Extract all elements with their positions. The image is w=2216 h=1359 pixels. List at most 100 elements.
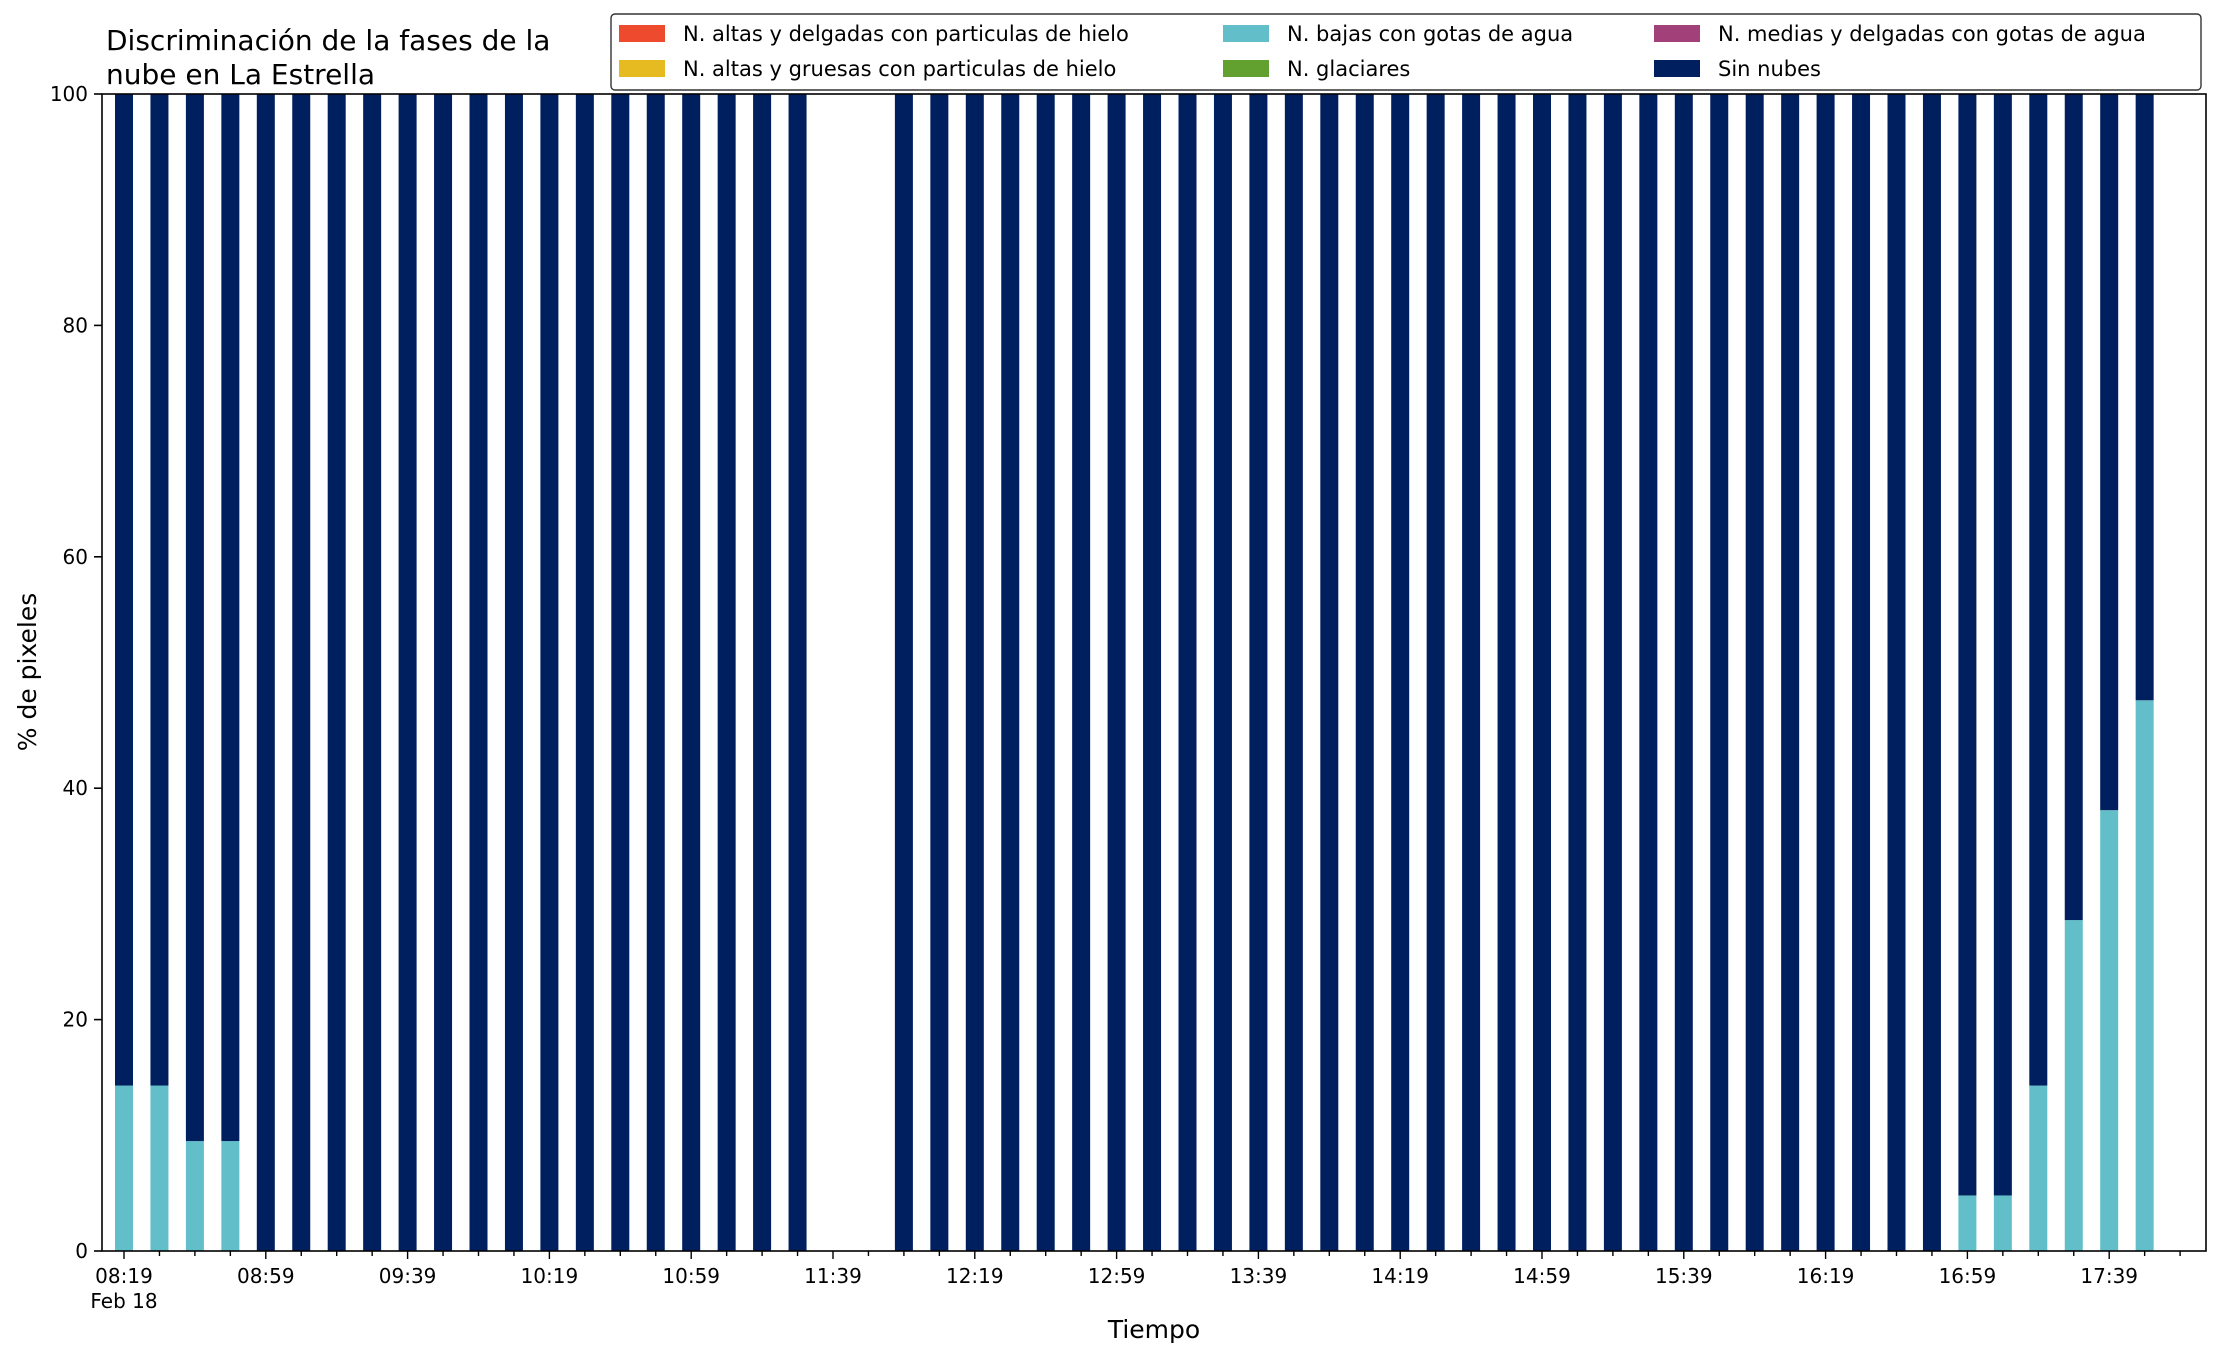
bar-sin-nubes [1922, 94, 1941, 1251]
bar-sin-nubes [1533, 94, 1551, 1251]
bar-sin-nubes [1178, 94, 1197, 1251]
bar-sin-nubes [363, 94, 382, 1251]
bar-sin-nubes [1355, 94, 1374, 1251]
bar-n-bajas-con-gotas-de-agua [2135, 700, 2154, 1251]
legend: N. altas y delgadas con particulas de hi… [610, 13, 2202, 91]
x-tick-label: 12:59 [1088, 1264, 1146, 1288]
bar-n-bajas-con-gotas-de-agua [185, 1141, 204, 1251]
plot-frame [101, 93, 2207, 1252]
bar-sin-nubes [1143, 94, 1162, 1251]
bar-sin-nubes [1568, 94, 1587, 1251]
bar-sin-nubes [2100, 94, 2119, 811]
bar-n-bajas-con-gotas-de-agua [2100, 810, 2119, 1251]
legend-label: N. medias y delgadas con gotas de agua [1718, 22, 2146, 46]
bar-sin-nubes [1036, 94, 1055, 1251]
y-tick-label: 100 [50, 82, 88, 106]
chart-title-line: Discriminación de la fases de la [106, 24, 550, 57]
chart-title-line: nube en La Estrella [106, 58, 375, 91]
bar-sin-nubes [398, 94, 417, 1251]
legend-swatch [619, 60, 665, 77]
bar-sin-nubes [646, 94, 665, 1251]
legend-label: N. glaciares [1287, 57, 1410, 81]
legend-box [610, 13, 2202, 91]
bar-sin-nubes [434, 94, 453, 1251]
bar-sin-nubes [221, 94, 240, 1142]
bar-sin-nubes [1426, 94, 1445, 1251]
y-tick-label: 60 [63, 545, 88, 569]
y-tick-label: 40 [63, 776, 88, 800]
bar-sin-nubes [504, 94, 523, 1251]
x-tick-label: 11:39 [804, 1264, 862, 1288]
bar-sin-nubes [753, 94, 772, 1251]
bar-sin-nubes [930, 94, 949, 1251]
bar-sin-nubes [1072, 94, 1091, 1251]
x-tick-label: 12:19 [946, 1264, 1004, 1288]
x-tick-label: 14:19 [1371, 1264, 1429, 1288]
bars [115, 94, 2154, 1251]
legend-label: N. altas y delgadas con particulas de hi… [683, 22, 1129, 46]
bar-n-bajas-con-gotas-de-agua [1958, 1195, 1977, 1251]
legend-swatch [1223, 25, 1269, 42]
x-tick-label: 08:59 [237, 1264, 295, 1288]
x-tick-label: 10:59 [662, 1264, 720, 1288]
bar-n-bajas-con-gotas-de-agua [2064, 920, 2083, 1251]
legend-swatch [1654, 60, 1700, 77]
bar-sin-nubes [1958, 94, 1977, 1196]
y-tick-label: 0 [75, 1239, 88, 1263]
bar-sin-nubes [1462, 94, 1481, 1251]
bar-sin-nubes [1781, 94, 1800, 1251]
legend-swatch [1654, 25, 1700, 42]
bar-sin-nubes [1497, 94, 1516, 1251]
bar-sin-nubes [965, 94, 984, 1251]
x-tick-label: 16:19 [1797, 1264, 1855, 1288]
bar-n-bajas-con-gotas-de-agua [1993, 1195, 2012, 1251]
bar-sin-nubes [1816, 94, 1835, 1251]
bar-sin-nubes [1745, 94, 1764, 1251]
bar-sin-nubes [1993, 94, 2012, 1196]
x-tick-label: 16:59 [1939, 1264, 1997, 1288]
x-axis: 08:19 08:59 09:39 10:19 10:59 11:39 12:19 12:59… [90, 1251, 2181, 1313]
x-tick-label: 08:19 [95, 1264, 153, 1288]
x-tick-label: 09:39 [379, 1264, 437, 1288]
x-tick-label: 15:39 [1655, 1264, 1713, 1288]
bar-sin-nubes [1249, 94, 1268, 1251]
bar-sin-nubes [2064, 94, 2083, 921]
bar-sin-nubes [327, 94, 346, 1251]
y-axis-label: % de pixeles [13, 593, 42, 751]
bar-sin-nubes [1674, 94, 1693, 1251]
legend-label: N. bajas con gotas de agua [1287, 22, 1573, 46]
y-tick-label: 20 [63, 1008, 88, 1032]
bar-sin-nubes [1887, 94, 1906, 1251]
bar-n-bajas-con-gotas-de-agua [115, 1085, 133, 1251]
bar-sin-nubes [1639, 94, 1658, 1251]
bar-sin-nubes [1603, 94, 1622, 1251]
y-tick-label: 80 [63, 313, 88, 337]
bar-sin-nubes [717, 94, 736, 1251]
bar-n-bajas-con-gotas-de-agua [2029, 1085, 2048, 1251]
bar-sin-nubes [1001, 94, 1020, 1251]
legend-swatch [619, 25, 665, 42]
bar-sin-nubes [1710, 94, 1729, 1251]
legend-label: Sin nubes [1718, 57, 1821, 81]
bar-sin-nubes [292, 94, 311, 1251]
bar-sin-nubes [1107, 94, 1126, 1251]
x-date-label: Feb 18 [90, 1289, 157, 1313]
x-tick-label: 13:39 [1230, 1264, 1288, 1288]
bar-sin-nubes [2029, 94, 2048, 1086]
bar-n-bajas-con-gotas-de-agua [221, 1141, 240, 1251]
bar-sin-nubes [1213, 94, 1232, 1251]
x-tick-label: 17:39 [2080, 1264, 2138, 1288]
bar-sin-nubes [469, 94, 488, 1251]
bar-n-bajas-con-gotas-de-agua [150, 1085, 169, 1251]
x-axis-label: Tiempo [1107, 1315, 1200, 1344]
bar-sin-nubes [540, 94, 559, 1251]
bar-sin-nubes [256, 94, 275, 1251]
y-axis: 0 20 40 60 80 100 [50, 82, 102, 1263]
bar-sin-nubes [115, 94, 133, 1086]
x-tick-label: 14:59 [1513, 1264, 1571, 1288]
legend-swatch [1223, 60, 1269, 77]
bar-sin-nubes [1284, 94, 1303, 1251]
